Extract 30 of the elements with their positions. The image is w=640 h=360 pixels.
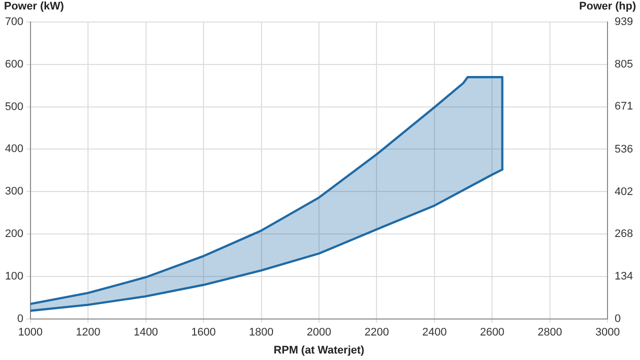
y-tick-label: 200: [4, 228, 24, 240]
x-tick-label: 2400: [422, 326, 447, 338]
y2-tick-label: 268: [614, 228, 634, 240]
y2-tick-label: 134: [614, 270, 634, 282]
y-tick-label: 400: [4, 143, 24, 156]
y2-tick-label: 536: [614, 143, 634, 156]
x-tick-label: 3000: [595, 326, 620, 338]
x-tick-label: 2000: [306, 326, 332, 338]
y2-tick-label: 671: [614, 100, 634, 113]
x-tick-label: 2200: [364, 326, 389, 338]
x-tick-label: 1400: [134, 326, 158, 338]
y-tick-label: 500: [4, 100, 24, 113]
y-axis-title: Power (kW): [4, 0, 64, 13]
y-tick-label: 300: [4, 186, 24, 198]
x-tick-label: 2600: [480, 326, 504, 338]
y2-axis-title: Power (hp): [579, 0, 636, 13]
x-tick-label: 1000: [18, 326, 43, 338]
y2-tick-label: 0: [614, 312, 621, 325]
y-tick-label: 700: [4, 16, 24, 28]
x-tick-label: 1800: [249, 326, 274, 338]
x-axis-title: RPM (at Waterjet): [274, 344, 365, 357]
y2-tick-label: 939: [614, 16, 634, 28]
x-tick-label: 1200: [76, 326, 100, 338]
y-tick-label: 100: [4, 270, 24, 282]
y-tick-label: 600: [4, 58, 24, 70]
x-tick-label: 2800: [538, 326, 562, 338]
y-tick-label: 0: [17, 312, 24, 325]
y2-tick-label: 402: [614, 186, 634, 198]
x-tick-label: 1600: [191, 326, 216, 338]
y2-tick-label: 805: [614, 58, 634, 70]
